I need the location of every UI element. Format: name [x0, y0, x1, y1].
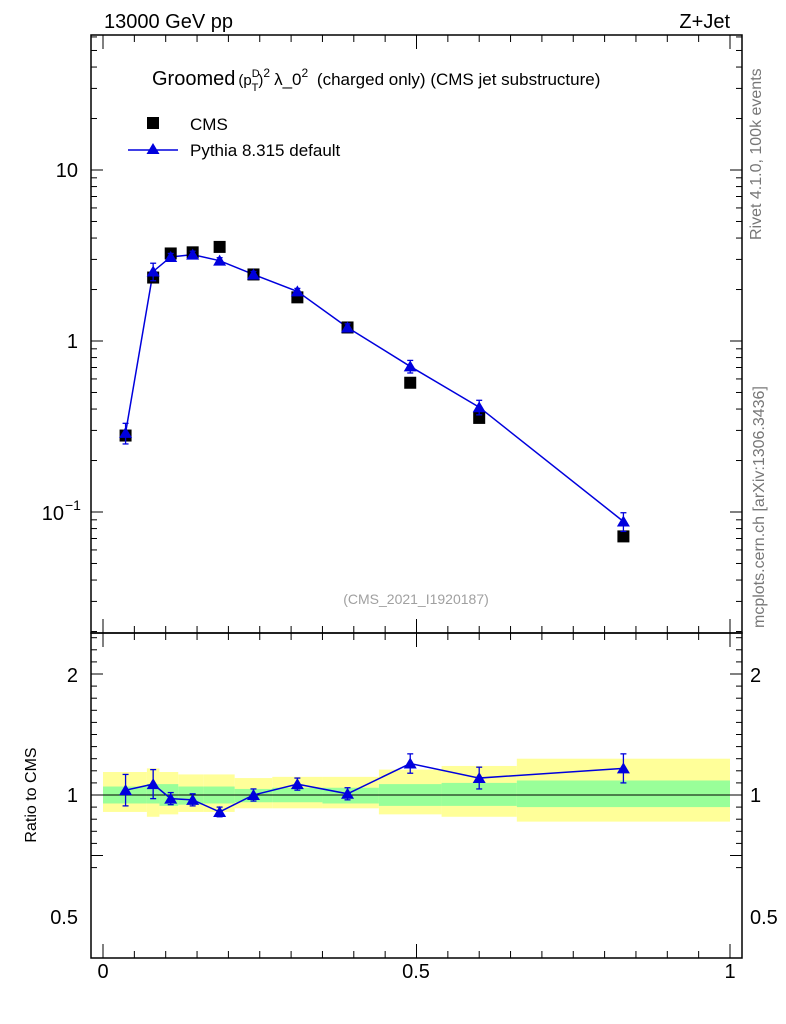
- header-right: Z+Jet: [679, 11, 730, 33]
- ratio-point: [146, 778, 160, 790]
- main-data-marks: [119, 240, 630, 543]
- analysis-watermark: (CMS_2021_I1920187): [343, 591, 489, 607]
- header-left: 13000 GeV pp: [104, 11, 233, 33]
- ratio-ytick-label-2-left: 2: [67, 665, 78, 687]
- cms-point: [404, 376, 417, 389]
- ratio-point: [213, 805, 227, 817]
- title-rest: (charged only) (CMS jet substructure): [312, 70, 600, 89]
- title-lambda-exp: 2: [302, 66, 309, 80]
- pythia-point: [403, 360, 417, 372]
- title-main: Groomed: [152, 68, 235, 90]
- ratio-point: [246, 789, 260, 800]
- ytick-label-0.1-exp: −1: [65, 497, 81, 513]
- legend: CMS Pythia 8.315 default: [128, 115, 341, 160]
- ratio-ytick-label-0.5-right: 0.5: [750, 907, 778, 929]
- ratio-point: [164, 792, 178, 804]
- pythia-point: [119, 426, 133, 438]
- main-axis-ticks: [91, 35, 742, 633]
- ratio-ytick-label-0.5-left: 0.5: [50, 907, 78, 929]
- title-pt-close: ): [258, 72, 263, 89]
- ratio-point: [290, 778, 304, 790]
- title-lambda: λ_0: [274, 70, 301, 89]
- ratio-band-inner: [178, 786, 204, 805]
- ytick-label-1: 1: [67, 331, 78, 353]
- ratio-uncertainty-bands: [103, 758, 730, 822]
- pythia-point: [213, 254, 227, 266]
- plot-title: Groomed (pD T)2 λ_02 (charged only) (CMS je…: [152, 66, 600, 94]
- main-panel: Groomed (pD T)2 λ_02 (charged only) (CMS je…: [42, 34, 743, 634]
- ratio-panel: 2 1 0.5 2 1 0.5 Ratio to CMS 0 0.5 1: [23, 632, 778, 983]
- main-frame: [90, 34, 743, 634]
- ytick-label-0.1-base: 10: [42, 503, 64, 525]
- legend-pythia-marker: [146, 143, 160, 154]
- ratio-point: [341, 787, 355, 799]
- title-pt-exp: 2: [263, 66, 270, 80]
- mcplots-side-label: mcplots.cern.ch [arXiv:1306.3436]: [751, 386, 768, 628]
- ytick-label-10: 10: [56, 160, 78, 182]
- ratio-frame: [90, 632, 743, 959]
- pythia-point: [186, 248, 200, 260]
- ratio-ytick-label-1-right: 1: [750, 785, 761, 807]
- ratio-point: [186, 793, 200, 805]
- legend-cms-label: CMS: [190, 115, 228, 134]
- pythia-point: [146, 265, 160, 277]
- legend-cms-marker: [147, 117, 159, 129]
- pythia-point: [290, 285, 304, 297]
- title-pt-sub: T: [252, 82, 259, 94]
- pythia-line: [124, 253, 624, 523]
- legend-pythia-label: Pythia 8.315 default: [190, 141, 341, 160]
- ratio-point: [119, 784, 133, 796]
- title-pt-sup: D: [252, 68, 260, 80]
- rivet-side-label: Rivet 4.1.0, 100k events: [748, 68, 765, 240]
- ratio-axis-ticks: [91, 633, 742, 958]
- xtick-label-0.5: 0.5: [402, 961, 430, 983]
- title-pt-open: (p: [238, 72, 251, 89]
- cms-point: [213, 240, 226, 253]
- ratio-band-inner: [516, 780, 730, 808]
- pythia-point: [341, 321, 355, 333]
- ytick-label-0.1: 10: [42, 503, 64, 525]
- pythia-point: [246, 268, 260, 280]
- pythia-point: [164, 250, 178, 262]
- pythia-point: [472, 401, 486, 413]
- ratio-data-marks: [119, 753, 630, 818]
- xtick-label-1: 1: [724, 961, 735, 983]
- ratio-ytick-label-2-right: 2: [750, 665, 761, 687]
- ratio-ylabel: Ratio to CMS: [23, 747, 40, 842]
- cms-point: [617, 530, 630, 543]
- ratio-band-inner: [441, 782, 517, 806]
- xtick-label-0: 0: [97, 961, 108, 983]
- ratio-point: [616, 762, 630, 774]
- pythia-point: [616, 515, 630, 527]
- ratio-ytick-label-1-left: 1: [67, 785, 78, 807]
- ratio-point: [472, 772, 486, 784]
- ratio-point: [403, 757, 417, 769]
